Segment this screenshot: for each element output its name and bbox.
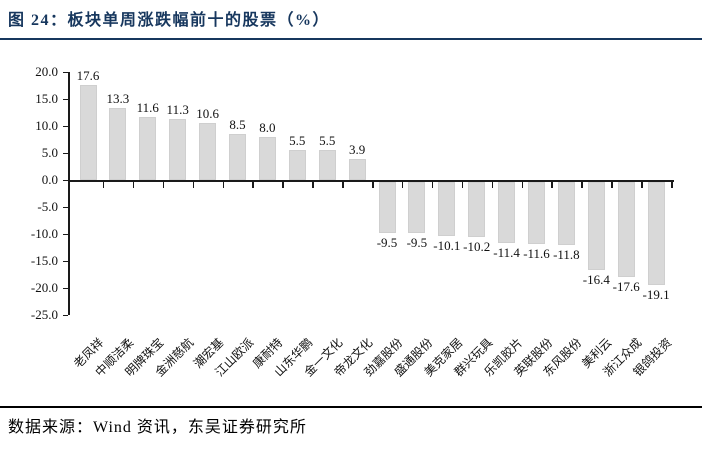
x-tick-mark	[401, 181, 404, 188]
y-tick-mark	[63, 98, 68, 100]
y-tick-mark	[63, 152, 68, 154]
x-tick-mark	[282, 181, 284, 188]
bar	[617, 181, 635, 277]
bar	[139, 117, 157, 180]
bar-value-label: -10.2	[463, 238, 491, 254]
y-tick-mark	[63, 206, 68, 208]
x-tick-mark	[671, 181, 673, 188]
bar	[438, 181, 456, 237]
x-tick-mark	[581, 181, 583, 188]
bar-value-label: -19.1	[642, 286, 670, 302]
bar-value-label: 5.5	[289, 133, 306, 149]
y-tick-mark	[63, 287, 68, 289]
x-tick-mark	[551, 181, 553, 188]
bar	[408, 181, 426, 233]
bar-value-label: 10.6	[196, 105, 219, 121]
footer-divider-line	[0, 406, 702, 408]
y-tick-mark	[63, 71, 68, 73]
bar	[318, 150, 336, 180]
bar	[557, 181, 575, 246]
x-tick-mark	[431, 181, 434, 188]
x-tick-mark	[252, 181, 254, 188]
bar	[647, 181, 665, 285]
x-tick-mark	[222, 181, 224, 188]
bar-value-label: -17.6	[612, 278, 640, 294]
y-tick-label: 20.0	[35, 64, 58, 79]
y-tick-mark	[63, 314, 68, 316]
bar-value-label: 13.3	[106, 91, 130, 107]
bar	[528, 181, 545, 245]
bar	[79, 84, 97, 180]
bar	[378, 181, 396, 233]
y-tick-mark	[63, 233, 68, 235]
x-tick-mark	[372, 181, 374, 188]
y-tick-label: -10.0	[30, 226, 58, 241]
bar	[468, 181, 486, 237]
y-tick-label: 15.0	[35, 91, 58, 106]
y-axis-line	[68, 72, 70, 315]
x-tick-mark	[521, 181, 523, 188]
y-tick-mark	[63, 125, 68, 127]
bar	[229, 134, 246, 180]
bar	[288, 150, 306, 180]
bar-value-label: -9.5	[376, 234, 398, 250]
bar	[199, 122, 217, 180]
x-tick-mark	[312, 181, 314, 188]
bar	[258, 136, 276, 180]
bar-value-label: -9.5	[406, 234, 428, 250]
x-tick-mark	[491, 181, 494, 188]
bar-value-label: -10.1	[433, 238, 461, 254]
x-tick-mark	[461, 181, 464, 188]
y-tick-label: 10.0	[35, 118, 58, 133]
bar	[348, 158, 366, 180]
title-divider-line	[0, 38, 702, 40]
bar	[169, 118, 187, 180]
bar-value-label: 11.3	[166, 101, 189, 117]
y-tick-label: -20.0	[30, 280, 58, 295]
x-tick-mark	[132, 181, 135, 188]
y-tick-mark	[63, 260, 68, 262]
figure-title: 图 24：板块单周涨跌幅前十的股票（%）	[8, 12, 331, 29]
x-tick-mark	[611, 181, 613, 188]
bar-value-label: 3.9	[348, 141, 366, 157]
bar	[498, 181, 516, 244]
bar-value-label: -11.8	[553, 247, 580, 263]
bar-value-label: 8.5	[229, 117, 246, 133]
y-tick-label: -15.0	[30, 253, 58, 268]
data-source-text: 数据来源：Wind 资讯，东吴证券研究所	[8, 419, 307, 436]
y-tick-label: -25.0	[30, 307, 58, 322]
bar-value-label: 17.6	[76, 67, 100, 83]
y-tick-label: -5.0	[37, 199, 58, 214]
bar-value-label: 5.5	[319, 133, 336, 149]
y-tick-label: 0.0	[41, 172, 58, 187]
x-tick-mark	[342, 181, 344, 188]
bar	[109, 108, 127, 180]
x-tick-mark	[162, 181, 165, 188]
bar-value-label: -11.6	[523, 246, 550, 262]
bar-value-label: -16.4	[582, 272, 610, 288]
y-tick-label: 5.0	[41, 145, 58, 160]
bar-value-label: -11.4	[493, 245, 520, 261]
x-axis-line	[68, 180, 674, 182]
bar-value-label: 8.0	[259, 119, 276, 135]
bar	[587, 181, 605, 271]
x-tick-mark	[102, 181, 105, 188]
x-tick-mark	[641, 181, 643, 188]
bar-value-label: 11.6	[136, 100, 159, 116]
x-tick-mark	[192, 181, 195, 188]
y-tick-mark	[63, 179, 68, 181]
